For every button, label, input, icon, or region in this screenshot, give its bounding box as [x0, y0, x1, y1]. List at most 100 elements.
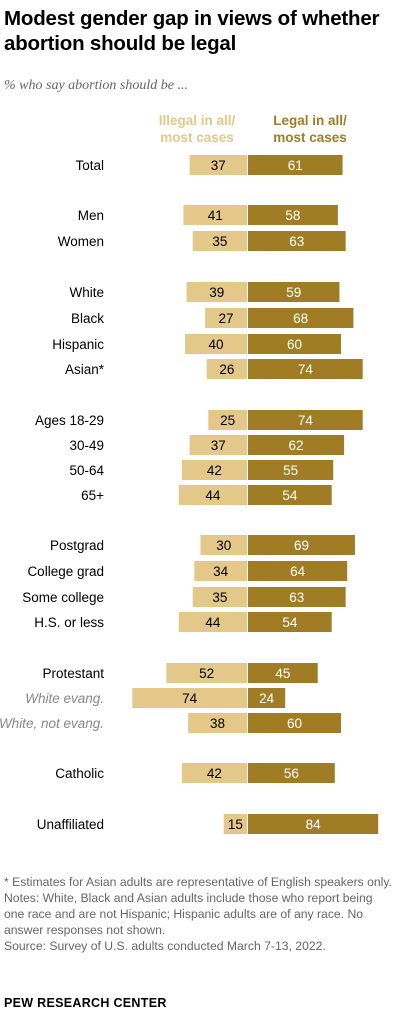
footnotes: * Estimates for Asian adults are represe… — [4, 874, 396, 954]
legal-value-black: 68 — [293, 311, 308, 326]
legal-header-line-1: Legal in all/ — [273, 113, 347, 128]
illegal-value-50-64: 42 — [207, 463, 222, 478]
legal-value-college-grad: 64 — [290, 564, 306, 579]
illegal-value-hispanic: 40 — [208, 337, 223, 352]
chart-subtitle: % who say abortion should be ... — [4, 78, 188, 93]
legal-bar-white — [248, 282, 340, 302]
row-label-black: Black — [71, 311, 104, 326]
legal-value-white-evang: 24 — [259, 691, 275, 706]
legal-value-asian: 74 — [298, 362, 314, 377]
illegal-value-total: 37 — [211, 158, 226, 173]
legal-bar-hispanic — [248, 334, 341, 354]
illegal-value-white: 39 — [209, 285, 224, 300]
legal-bar-ages-18-29 — [248, 410, 363, 430]
row-label-postgrad: Postgrad — [50, 538, 104, 553]
legal-value-men: 58 — [285, 208, 300, 223]
legal-value-protestant: 45 — [275, 666, 290, 681]
pew-logo-text: PEW RESEARCH CENTER — [4, 996, 167, 1010]
legal-value-catholic: 56 — [284, 766, 299, 781]
row-label-total: Total — [75, 158, 104, 173]
row-label-50-64: 50-64 — [69, 463, 104, 478]
illegal-bar-unaffiliated — [223, 814, 247, 834]
illegal-column-header: Illegal in all/ most cases — [145, 112, 249, 146]
illegal-value-h-s-or-less: 44 — [205, 615, 221, 630]
illegal-value-protestant: 52 — [199, 666, 214, 681]
legal-value-hispanic: 60 — [287, 337, 302, 352]
legal-value-some-college: 63 — [289, 590, 304, 605]
legal-bar-some-college — [248, 587, 346, 607]
illegal-value-black: 27 — [219, 311, 234, 326]
legal-value-total: 61 — [288, 158, 303, 173]
row-label-asian: Asian* — [65, 362, 105, 377]
chart-title: Modest gender gap in views of whether ab… — [4, 7, 380, 55]
illegal-header-line-2: most cases — [160, 130, 234, 145]
legal-bar-women — [248, 231, 346, 251]
legal-bar-asian — [248, 359, 363, 379]
illegal-bar-50-64 — [181, 460, 247, 480]
illegal-bar-asian — [206, 359, 247, 379]
legal-value-white: 59 — [286, 285, 301, 300]
legal-value-postgrad: 69 — [294, 538, 309, 553]
legal-bar-50-64 — [248, 460, 334, 480]
legal-value-30-49: 62 — [289, 438, 304, 453]
legal-bar-total — [248, 155, 343, 175]
illegal-value-asian: 26 — [219, 362, 234, 377]
legal-value-women: 63 — [289, 234, 304, 249]
row-label-unaffiliated: Unaffiliated — [37, 817, 104, 832]
row-label-men: Men — [78, 208, 104, 223]
row-label-some-college: Some college — [22, 590, 104, 605]
illegal-bar-men — [183, 205, 247, 225]
row-label-catholic: Catholic — [55, 766, 104, 781]
illegal-bar-college-grad — [194, 561, 247, 581]
legal-bar-black — [248, 308, 354, 328]
illegal-value-college-grad: 34 — [213, 564, 229, 579]
row-label-30-49: 30-49 — [69, 438, 104, 453]
legal-bar-white-not-evang — [248, 713, 341, 733]
footnote-notes: Notes: White, Black and Asian adults inc… — [4, 891, 373, 937]
illegal-bar-65 — [178, 485, 247, 505]
diverging-bar-chart: Total 37 61 Men 41 58 Women 35 63 White 39 59 Black 2… — [0, 155, 379, 834]
legal-bar-men — [248, 205, 338, 225]
illegal-value-30-49: 37 — [211, 438, 226, 453]
row-label-college-grad: College grad — [27, 564, 104, 579]
row-label-ages-18-29: Ages 18-29 — [35, 413, 104, 428]
legal-value-white-not-evang: 60 — [287, 716, 302, 731]
illegal-value-white-not-evang: 38 — [210, 716, 225, 731]
legal-bar-white-evang — [248, 688, 286, 708]
legal-value-ages-18-29: 74 — [298, 413, 314, 428]
illegal-bar-total — [189, 155, 247, 175]
legal-bar-30-49 — [248, 435, 345, 455]
illegal-bar-protestant — [166, 663, 247, 683]
illegal-bar-h-s-or-less — [178, 612, 247, 632]
illegal-bar-black — [205, 308, 247, 328]
illegal-value-some-college: 35 — [212, 590, 227, 605]
legal-bar-h-s-or-less — [248, 612, 332, 632]
illegal-bar-postgrad — [200, 535, 247, 555]
legal-value-unaffiliated: 84 — [306, 817, 322, 832]
footnote-asian: * Estimates for Asian adults are represe… — [4, 875, 392, 889]
illegal-bar-some-college — [192, 587, 247, 607]
illegal-bar-white-not-evang — [188, 713, 247, 733]
illegal-bar-white — [186, 282, 247, 302]
illegal-value-65: 44 — [205, 488, 221, 503]
illegal-bar-women — [192, 231, 247, 251]
row-label-65: 65+ — [81, 488, 104, 503]
illegal-header-line-1: Illegal in all/ — [158, 113, 236, 128]
row-label-white-evang: White evang. — [25, 691, 104, 706]
legal-value-65: 54 — [282, 488, 298, 503]
row-label-women: Women — [58, 234, 104, 249]
legal-bar-65 — [248, 485, 332, 505]
legal-value-50-64: 55 — [283, 463, 298, 478]
illegal-value-women: 35 — [212, 234, 227, 249]
footnote-source: Source: Survey of U.S. adults conducted … — [4, 939, 326, 953]
legal-bar-protestant — [248, 663, 318, 683]
illegal-value-ages-18-29: 25 — [220, 413, 235, 428]
legal-bar-catholic — [248, 763, 335, 783]
illegal-bar-hispanic — [185, 334, 247, 354]
legal-header-line-2: most cases — [273, 130, 347, 145]
illegal-value-men: 41 — [208, 208, 223, 223]
row-label-h-s-or-less: H.S. or less — [34, 615, 104, 630]
illegal-bar-catholic — [181, 763, 247, 783]
legal-bar-unaffiliated — [248, 814, 379, 834]
legal-value-h-s-or-less: 54 — [282, 615, 298, 630]
